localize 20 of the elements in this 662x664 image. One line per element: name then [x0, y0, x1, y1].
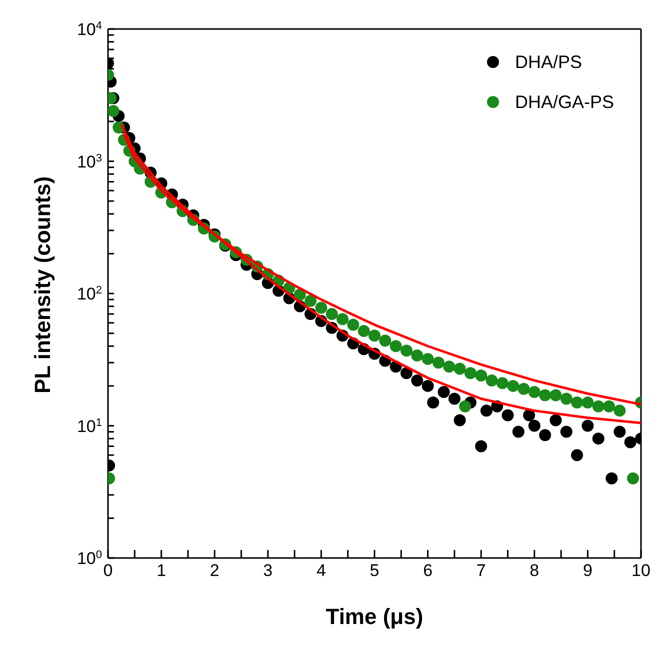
x-tick-label: 1 [156, 561, 166, 580]
y-tick-label: 10$^{3}$ [76, 152, 102, 172]
x-tick-label: 3 [263, 561, 273, 580]
y-tick-label: 10$^{0}$ [76, 549, 102, 568]
y-tick-label: 10$^{1}$ [76, 416, 102, 436]
y-tick-label: 10$^{4}$ [76, 20, 102, 39]
x-tick-label: 9 [582, 561, 592, 580]
legend-label: DHA/GA-PS [514, 92, 614, 112]
x-tick-label: 0 [103, 561, 113, 580]
x-tick-label: 4 [316, 561, 326, 580]
x-tick-label: 7 [476, 561, 486, 580]
x-tick-label: 5 [370, 561, 380, 580]
y-tick-label: 10$^{2}$ [76, 284, 102, 304]
x-axis-title: Time (μs) [326, 604, 424, 629]
x-tick-label: 2 [210, 561, 220, 580]
legend-label: DHA/PS [514, 52, 582, 72]
x-tick-label: 8 [530, 561, 540, 580]
x-tick-label: 6 [423, 561, 433, 580]
y-axis-title: PL intensity (counts) [30, 176, 55, 394]
x-tick-label: 10 [632, 561, 650, 580]
